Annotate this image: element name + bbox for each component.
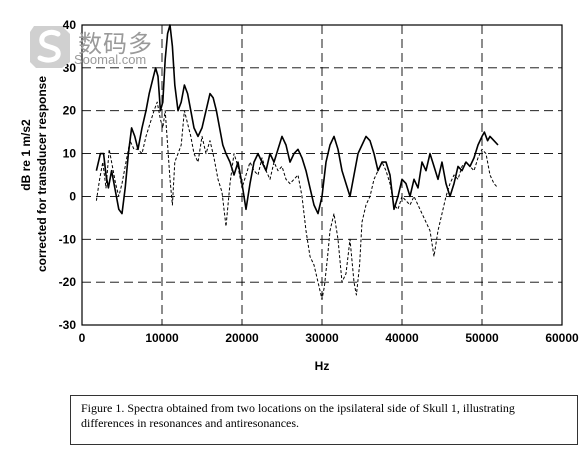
x-tick-label: 30000: [305, 331, 339, 345]
y-tick-label: -20: [59, 275, 77, 289]
plot-frame: [81, 24, 563, 326]
y-tick-label: 0: [69, 189, 76, 203]
series-group: [95, 24, 499, 300]
figure-caption: Figure 1. Spectra obtained from two loca…: [70, 395, 578, 445]
watermark-site: Soomal.com: [74, 52, 147, 67]
x-axis-label: Hz: [315, 359, 330, 373]
y-tick-label: -30: [59, 318, 77, 332]
y-axis-label-line2: corrected for transducer response: [35, 76, 49, 272]
soomal-logo-icon: [30, 26, 70, 68]
x-tick-label: 0: [79, 331, 86, 345]
tick-labels: 0 10000 20000 30000 40000 50000 60000 -30 -20 -10…: [59, 18, 579, 345]
series-line-dashed: [95, 101, 499, 300]
x-tick-label: 20000: [225, 331, 259, 345]
x-tick-label: 10000: [145, 331, 179, 345]
x-tick-label: 60000: [545, 331, 579, 345]
y-axis-label-line1: dB re 1 m/s2: [19, 119, 33, 191]
y-tick-label: 20: [63, 104, 77, 118]
grid: [82, 25, 562, 325]
x-tick-label: 50000: [465, 331, 499, 345]
x-tick-label: 40000: [385, 331, 419, 345]
watermark-chinese: 数码多: [78, 30, 153, 58]
y-tick-label: -10: [59, 232, 77, 246]
series-line-solid: [95, 24, 499, 215]
y-tick-label: 10: [63, 147, 77, 161]
y-tick-label: 40: [63, 18, 77, 32]
